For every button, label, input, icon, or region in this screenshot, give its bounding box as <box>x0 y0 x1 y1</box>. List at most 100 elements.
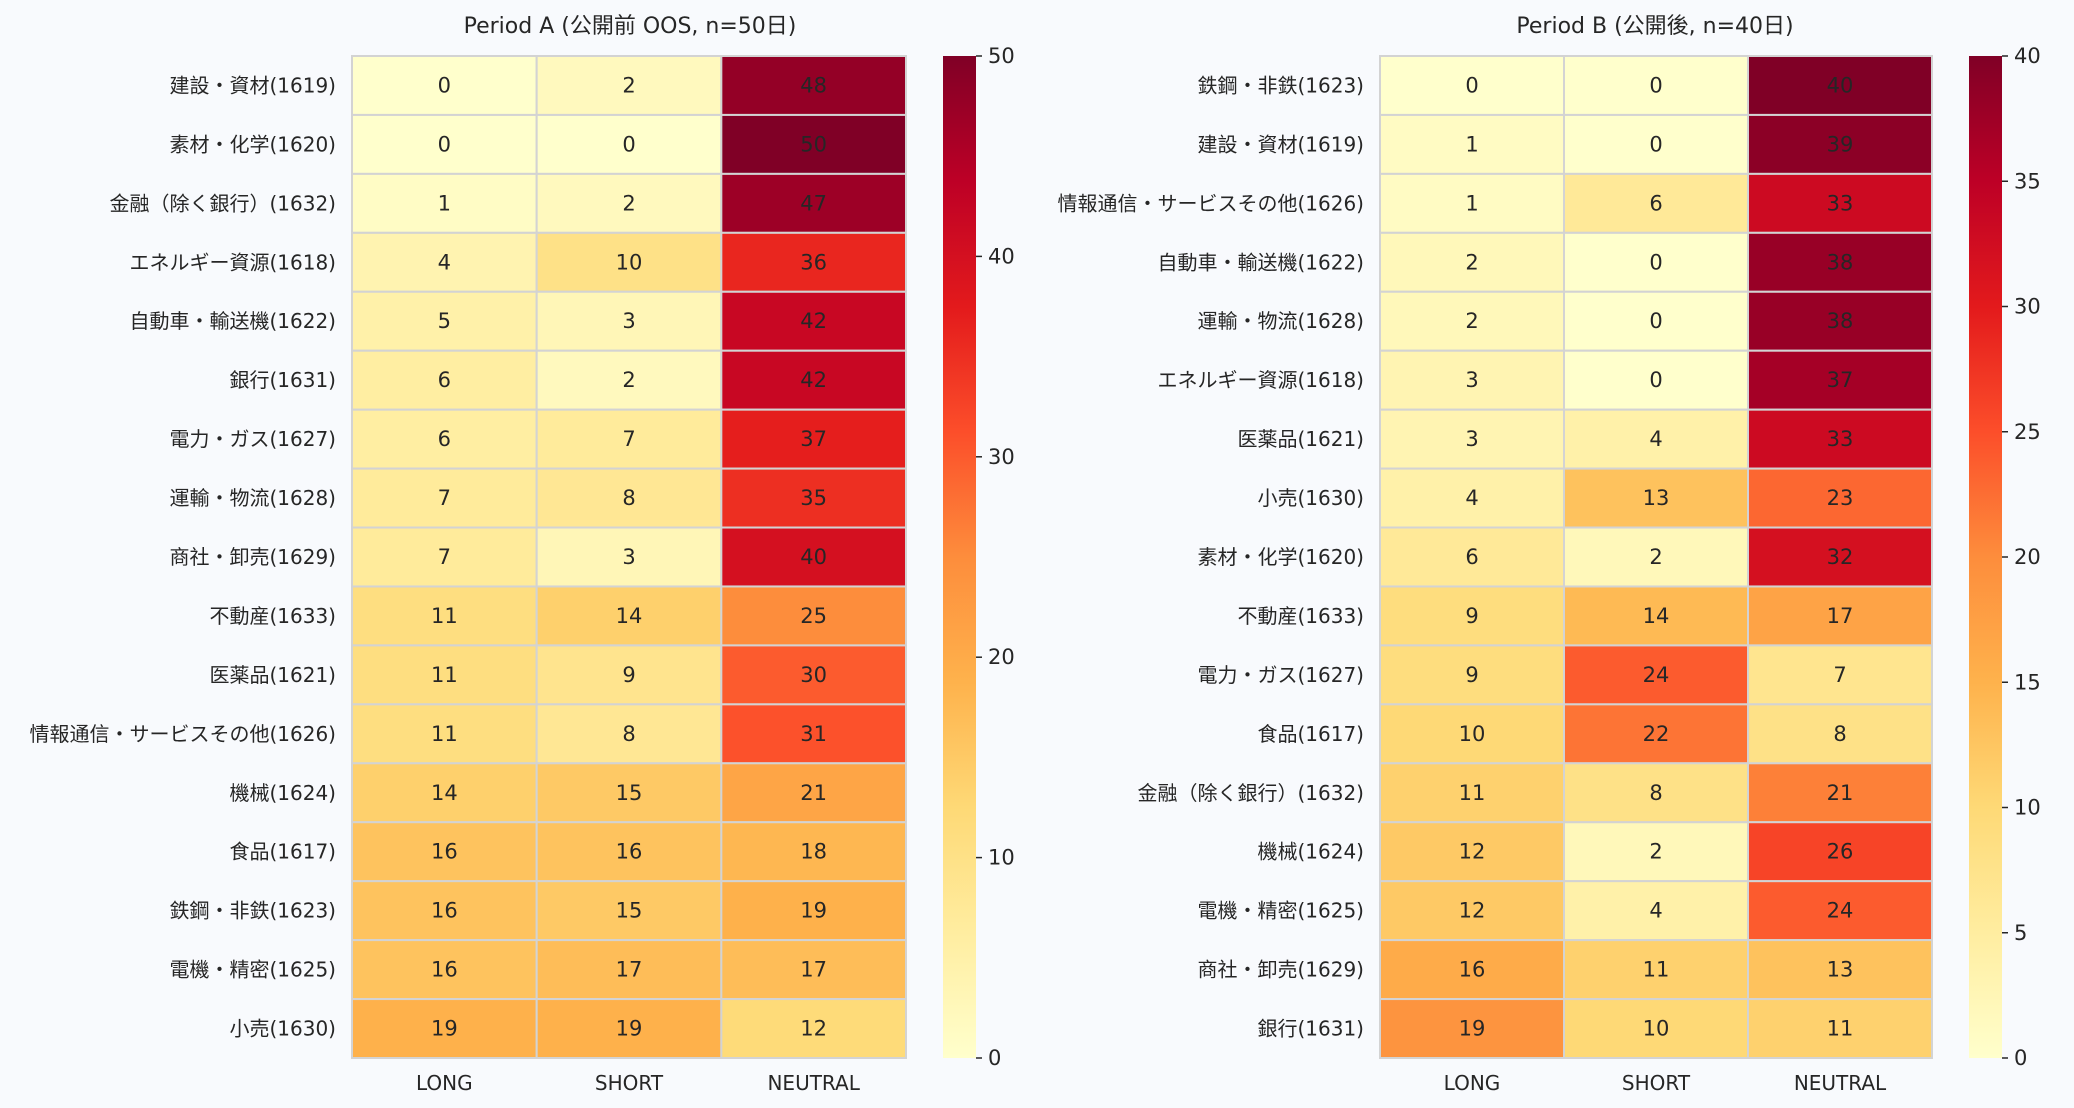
heatmap-cell <box>1747 703 1933 765</box>
heatmap-cell <box>720 231 907 293</box>
cell-value-label: 1 <box>1465 191 1478 215</box>
heatmap-cell <box>1747 585 1933 647</box>
cell-value-label: 2 <box>1649 840 1662 864</box>
cell-value-label: 16 <box>431 899 458 923</box>
row-label: 建設・資材(1619) <box>1197 132 1364 156</box>
cell-value-label: 0 <box>438 73 451 97</box>
cell-value-label: 23 <box>1827 486 1854 510</box>
cell-value-label: 11 <box>1827 1017 1854 1041</box>
cell-value-label: 19 <box>431 1017 458 1041</box>
heatmap-cell <box>1379 880 1565 942</box>
colorbar-tick-label: 35 <box>2014 169 2041 193</box>
cell-value-label: 12 <box>800 1017 827 1041</box>
colorbar-tick-label: 30 <box>2014 295 2041 319</box>
cell-value-label: 2 <box>1465 250 1478 274</box>
cell-value-label: 0 <box>1649 132 1662 156</box>
colorbar-tick-label: 40 <box>2014 44 2041 68</box>
cell-value-label: 14 <box>616 604 643 628</box>
cell-value-label: 0 <box>1649 309 1662 333</box>
cell-value-label: 2 <box>1649 545 1662 569</box>
cell-value-label: 2 <box>1465 309 1478 333</box>
cell-value-label: 10 <box>1459 722 1486 746</box>
row-label: 商社・卸売(1629) <box>1197 958 1364 982</box>
cell-value-label: 10 <box>1643 1017 1670 1041</box>
colorbar-tick-label: 0 <box>988 1046 1001 1070</box>
panel-period-b: Period B (公開後, n=40日) 0 0 401 0 391 6 332 0 382 0… <box>1057 14 2040 1095</box>
cell-value-label: 8 <box>1833 722 1846 746</box>
cell-value-label: 32 <box>1827 545 1854 569</box>
heatmap-cell <box>1747 290 1933 352</box>
cell-value-label: 17 <box>616 958 643 982</box>
cell-value-label: 18 <box>800 840 827 864</box>
cell-value-label: 14 <box>1643 604 1670 628</box>
cell-value-label: 16 <box>616 840 643 864</box>
column-label: NEUTRAL <box>1794 1071 1887 1095</box>
row-label: 不動産(1633) <box>209 604 336 628</box>
row-label: 情報通信・サービスその他(1626) <box>29 722 336 746</box>
cell-value-label: 30 <box>800 663 827 687</box>
heatmap-cell <box>1563 408 1749 470</box>
cell-value-label: 8 <box>622 486 635 510</box>
heatmap-cell <box>351 467 538 529</box>
heatmap-cell <box>1747 998 1933 1060</box>
heatmap-cell <box>1379 939 1565 1001</box>
colorbar-tick-label: 40 <box>988 244 1015 268</box>
cell-value-label: 50 <box>800 132 827 156</box>
cell-value-label: 15 <box>616 781 643 805</box>
cell-value-label: 12 <box>1459 840 1486 864</box>
heatmap-cell <box>1747 467 1933 529</box>
cell-value-label: 3 <box>1465 368 1478 392</box>
colorbar-tick-label: 20 <box>2014 545 2041 569</box>
cell-value-label: 0 <box>438 132 451 156</box>
cell-value-label: 48 <box>800 73 827 97</box>
cell-value-label: 16 <box>431 958 458 982</box>
cell-value-label: 9 <box>622 663 635 687</box>
heatmap-cell <box>1747 762 1933 824</box>
heatmap-cell <box>720 408 907 470</box>
heatmap-cell <box>1747 821 1933 883</box>
row-label: 不動産(1633) <box>1237 604 1364 628</box>
heatmap-cell <box>720 526 907 588</box>
cell-value-label: 2 <box>622 73 635 97</box>
cell-value-label: 39 <box>1827 132 1854 156</box>
cell-value-label: 38 <box>1827 309 1854 333</box>
heatmap-cell <box>1379 762 1565 824</box>
heatmap-cell <box>720 939 907 1001</box>
cell-value-label: 31 <box>800 722 827 746</box>
heatmap-cell <box>351 998 538 1060</box>
cell-value-label: 37 <box>800 427 827 451</box>
heatmap-cell <box>1747 880 1933 942</box>
cell-value-label: 2 <box>622 191 635 215</box>
heatmap-cell <box>535 467 723 529</box>
row-label: 銀行(1631) <box>1257 1017 1364 1041</box>
colorbar-tick-label: 10 <box>2014 796 2041 820</box>
heatmap-cell <box>351 821 538 883</box>
cell-value-label: 24 <box>1827 899 1854 923</box>
heatmap-cell <box>351 231 538 293</box>
colorbar-tick-label: 15 <box>2014 670 2041 694</box>
cell-value-label: 7 <box>622 427 635 451</box>
cell-value-label: 42 <box>800 309 827 333</box>
cell-value-label: 16 <box>1459 958 1486 982</box>
heatmap-cell <box>535 585 723 647</box>
cell-value-label: 4 <box>1649 427 1662 451</box>
cell-value-label: 15 <box>616 899 643 923</box>
panel-period-a: Period A (公開前 OOS, n=50日) 0 2 480 0 501 2 474 1… <box>29 14 1014 1095</box>
cell-value-label: 19 <box>616 1017 643 1041</box>
row-label: 自動車・輸送機(1622) <box>129 309 336 333</box>
cell-value-label: 11 <box>1459 781 1486 805</box>
cell-value-label: 0 <box>622 132 635 156</box>
cell-value-label: 47 <box>800 191 827 215</box>
cell-value-label: 0 <box>1649 368 1662 392</box>
cell-value-label: 3 <box>622 309 635 333</box>
column-label: SHORT <box>595 1071 664 1095</box>
cell-value-label: 10 <box>616 250 643 274</box>
cell-value-label: 7 <box>438 486 451 510</box>
cell-value-label: 1 <box>438 191 451 215</box>
row-label: 医薬品(1621) <box>1237 427 1364 451</box>
cell-value-label: 14 <box>431 781 458 805</box>
colorbar-tick-label: 25 <box>2014 420 2041 444</box>
heatmap-cell <box>1379 585 1565 647</box>
cell-value-label: 11 <box>431 604 458 628</box>
